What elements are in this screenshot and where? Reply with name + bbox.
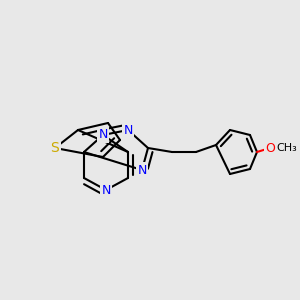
Text: N: N — [137, 164, 147, 176]
Text: N: N — [123, 124, 133, 136]
Text: N: N — [101, 184, 111, 196]
Text: N: N — [98, 128, 108, 142]
Text: CH₃: CH₃ — [277, 143, 297, 153]
Text: S: S — [51, 141, 59, 155]
Text: O: O — [265, 142, 275, 154]
